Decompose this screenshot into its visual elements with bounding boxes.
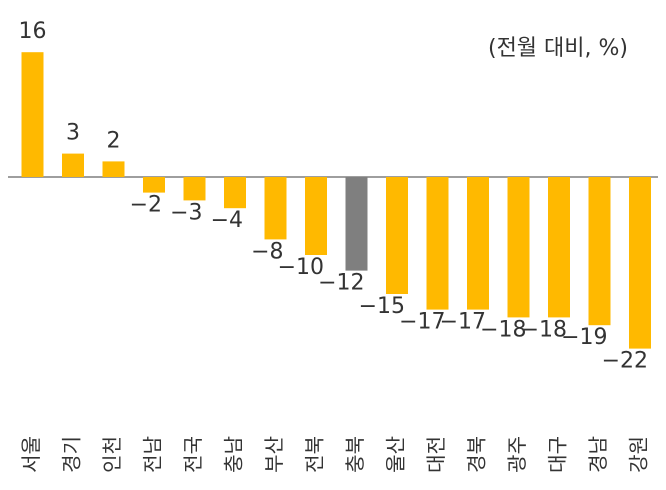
category-label: 대전 <box>424 436 448 473</box>
value-label: −4 <box>211 208 243 233</box>
bar-전남 <box>143 177 165 193</box>
category-label: 대구 <box>546 436 570 473</box>
category-label: 전북 <box>303 436 327 473</box>
bar-서울 <box>21 52 44 178</box>
value-label: −22 <box>602 349 648 374</box>
category-label: 경기 <box>60 436 84 473</box>
category-label: 서울 <box>19 436 43 473</box>
bar-충남 <box>224 177 246 209</box>
value-label: −15 <box>359 294 405 319</box>
bar-경남 <box>588 177 611 326</box>
category-label: 전국 <box>181 436 205 473</box>
bar-울산 <box>386 177 408 294</box>
bar-강원 <box>629 177 651 349</box>
value-label: −3 <box>170 200 202 225</box>
category-label: 경북 <box>465 436 489 473</box>
bar-전국 <box>183 177 206 201</box>
bar-전북 <box>305 177 327 255</box>
category-label: 충남 <box>222 436 246 473</box>
category-label: 광주 <box>505 436 529 473</box>
bar-경기 <box>62 153 84 177</box>
bar-부산 <box>264 177 287 240</box>
value-label: −12 <box>318 271 364 296</box>
value-label: −17 <box>440 310 486 335</box>
category-label: 인천 <box>100 436 124 473</box>
value-label: −18 <box>480 317 526 342</box>
bar-충북 <box>345 177 368 271</box>
category-label: 강원 <box>627 436 651 473</box>
value-label: 16 <box>19 19 47 44</box>
value-label: −10 <box>278 255 324 280</box>
bar-대구 <box>548 177 570 318</box>
unit-label: (전월 대비, %) <box>487 36 628 61</box>
value-label: −18 <box>521 317 567 342</box>
bar-광주 <box>507 177 530 318</box>
value-label: 3 <box>66 121 80 146</box>
category-label: 경남 <box>586 436 610 473</box>
category-label: 전남 <box>141 436 165 473</box>
bar-경북 <box>467 177 489 310</box>
category-label: 충북 <box>343 436 367 473</box>
bar-대전 <box>426 177 449 310</box>
category-label: 울산 <box>384 436 408 473</box>
value-label: −8 <box>251 239 283 264</box>
value-label: 2 <box>107 128 121 153</box>
value-label: −2 <box>130 193 162 218</box>
value-label: −19 <box>561 325 607 350</box>
bar-인천 <box>102 161 125 177</box>
category-label: 부산 <box>262 436 286 473</box>
value-label: −17 <box>399 310 445 335</box>
